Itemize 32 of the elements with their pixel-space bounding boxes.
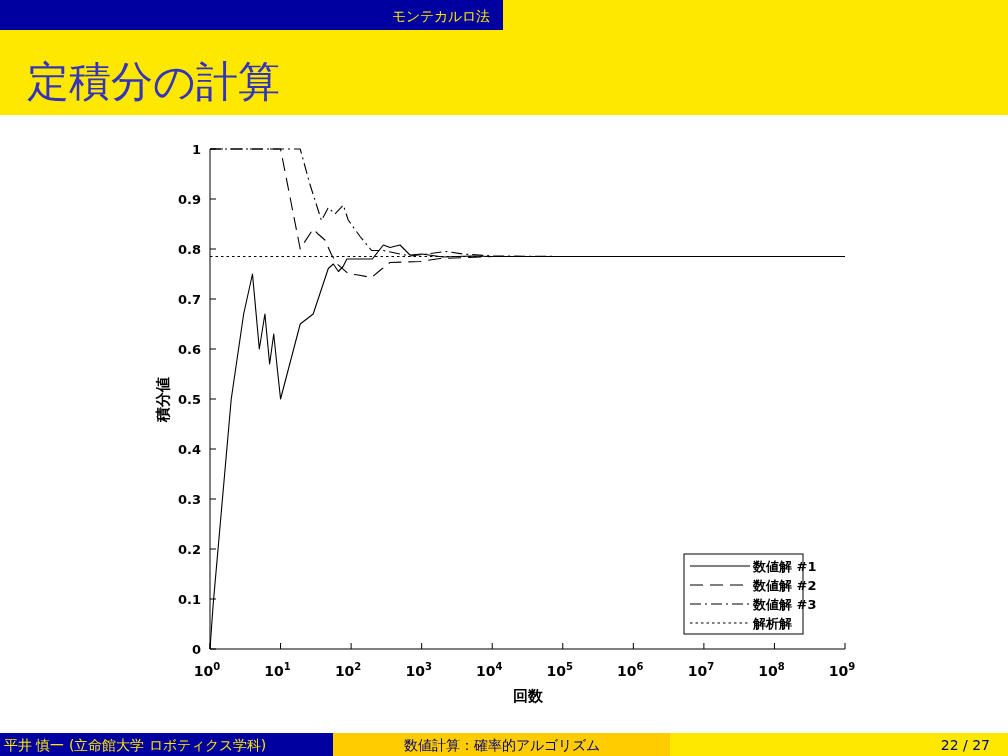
y-tick-label: 0.4: [177, 442, 201, 457]
x-tick-label: 10$^{9}$: [828, 661, 856, 679]
y-tick-label: 1: [191, 142, 201, 157]
legend-label: 解析解: [752, 616, 792, 631]
x-axis-title: 回数: [512, 687, 544, 705]
x-tick-label: 10$^{1}$: [264, 661, 291, 679]
text: 平井 慎一 (立命館大学 ロボティクス学科): [4, 737, 267, 753]
legend-label: 数値解 #3: [752, 597, 817, 612]
y-tick-label: 0: [191, 642, 201, 657]
chart-title: 定積分の計算: [27, 57, 280, 106]
x-tick-label: 10$^{0}$: [193, 661, 221, 679]
y-tick-label: 0.6: [177, 342, 201, 357]
y-tick-label: 0.3: [177, 492, 201, 507]
y-tick-label: 0.1: [177, 592, 201, 607]
y-tick-label: 0.8: [177, 242, 201, 257]
y-tick-label: 0.2: [177, 542, 201, 557]
y-axis-title: 積分値: [154, 376, 172, 423]
x-tick-label: 10$^{5}$: [546, 661, 574, 679]
x-tick-label: 10$^{7}$: [687, 661, 715, 679]
y-tick-label: 0.7: [177, 292, 201, 307]
x-tick-label: 10$^{2}$: [334, 661, 362, 679]
x-tick-label: 10$^{4}$: [476, 661, 503, 679]
x-tick-label: 10$^{8}$: [758, 661, 785, 679]
text: モンテカルロ法: [392, 8, 490, 24]
text: 数値計算：確率的アルゴリズム: [404, 737, 600, 753]
y-tick-label: 0.9: [177, 192, 201, 207]
x-tick-label: 10$^{6}$: [617, 661, 644, 679]
legend-label: 数値解 #2: [752, 578, 817, 593]
x-tick-label: 10$^{3}$: [405, 661, 432, 679]
legend-label: 数値解 #1: [752, 559, 817, 574]
y-tick-label: 0.5: [177, 392, 201, 407]
text: 22 / 27: [940, 737, 990, 753]
